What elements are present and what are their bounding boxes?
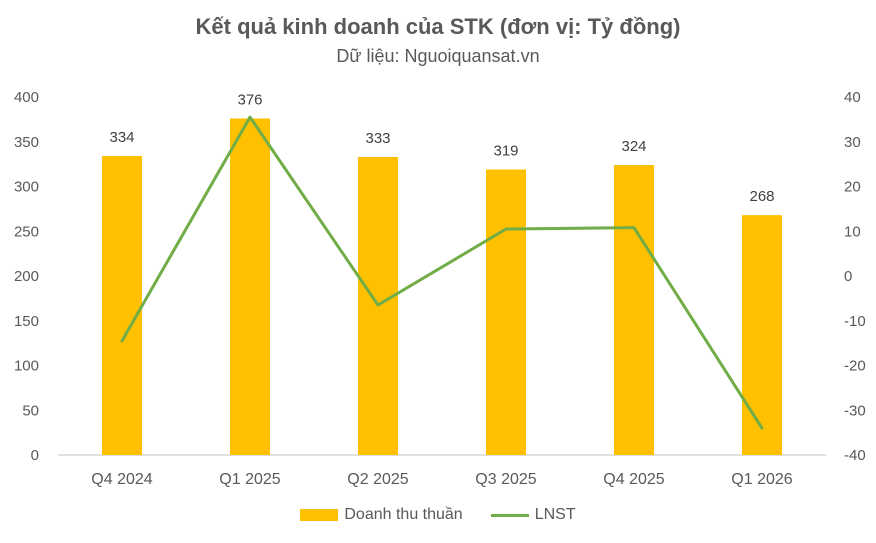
y-right-tick-label: 0 [844,268,852,285]
x-tick-label: Q3 2025 [475,471,536,488]
chart-subtitle: Dữ liệu: Nguoiquansat.vn [336,46,540,66]
bar [102,156,142,455]
legend-item-revenue: Doanh thu thuần [300,506,463,524]
y-right-tick-label: -40 [844,447,866,464]
x-tick-label: Q2 2025 [347,471,408,488]
y-left-tick-label: 0 [31,447,39,464]
chart-title: Kết quả kinh doanh của STK (đơn vị: Tỷ đ… [195,14,681,39]
y-left-tick-label: 250 [14,223,39,240]
bar-data-label: 324 [621,138,646,155]
x-tick-label: Q4 2024 [91,471,152,488]
chart-legend: Doanh thu thuần LNST [0,506,876,524]
x-tick-label: Q1 2025 [219,471,280,488]
y-right-tick-label: -20 [844,358,866,375]
bar [614,165,654,455]
legend-label-revenue: Doanh thu thuần [344,506,463,523]
bar-data-label: 319 [493,142,518,159]
bar [742,215,782,455]
y-right-tick-label: 40 [844,89,861,106]
y-left-tick-label: 50 [22,402,39,419]
x-tick-label: Q4 2025 [603,471,664,488]
y-right-tick-label: 20 [844,179,861,196]
y-left-tick-label: 300 [14,179,39,196]
legend-item-profit: LNST [490,506,576,524]
legend-swatch-revenue [300,509,339,521]
bar-data-label: 268 [749,188,774,205]
y-left-tick-label: 350 [14,134,39,151]
y-right-tick-label: 30 [844,134,861,151]
y-right-tick-label: -30 [844,402,866,419]
x-tick-label: Q1 2026 [731,471,792,488]
bar-data-label: 334 [109,129,134,146]
y-left-tick-label: 150 [14,313,39,330]
profit-line [120,115,764,430]
bar [230,118,270,455]
legend-swatch-profit [490,513,529,517]
legend-label-profit: LNST [534,506,576,523]
bar-data-label: 376 [237,91,262,108]
bar [486,169,526,455]
bar-data-label: 333 [365,130,390,147]
y-right-tick-label: -10 [844,313,866,330]
y-left-tick-label: 100 [14,358,39,375]
y-left-tick-label: 400 [14,89,39,106]
y-right-tick-label: 10 [844,223,861,240]
y-left-tick-label: 200 [14,268,39,285]
